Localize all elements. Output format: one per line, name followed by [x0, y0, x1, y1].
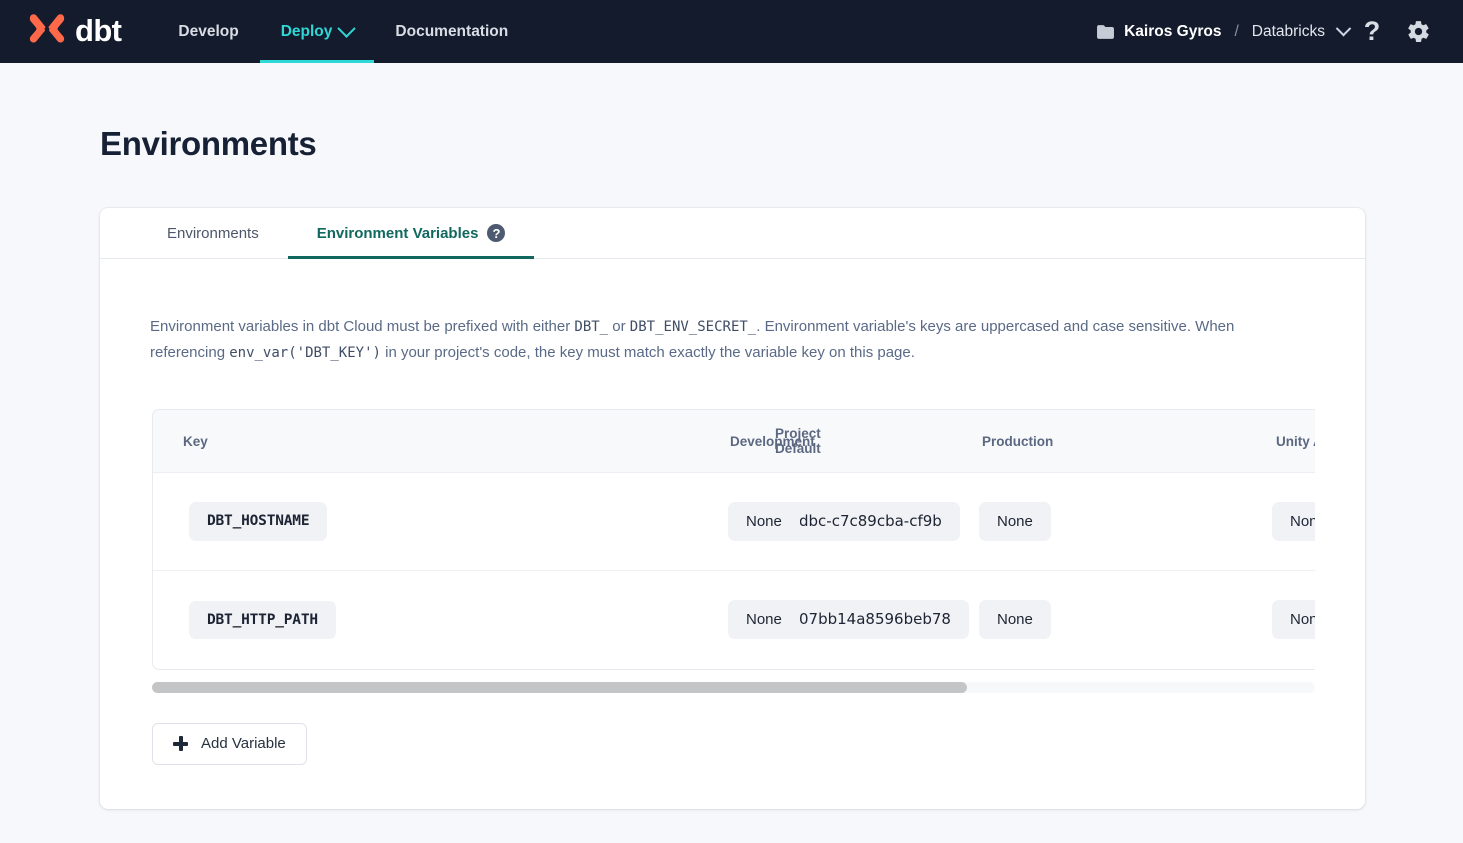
card-tabs: Environments Environment Variables ? — [100, 208, 1365, 259]
unity-acc-value[interactable]: None — [1272, 502, 1315, 541]
cell-unity-acc: None — [1213, 571, 1315, 669]
page-content: Environments Environments Environment Va… — [0, 125, 1463, 809]
blurb-part-1: Environment variables in dbt Cloud must … — [150, 318, 575, 335]
development-value[interactable]: None — [728, 502, 800, 541]
gear-icon — [1407, 21, 1429, 42]
cell-production: None — [961, 472, 1213, 571]
cell-project-default: dbc-c7c89cba-cf9b — [463, 472, 960, 571]
column-header-development: Development — [711, 410, 961, 473]
dbt-wordmark: dbt — [75, 13, 122, 48]
nav-item-documentation-label: Documentation — [395, 22, 509, 40]
production-value[interactable]: None — [979, 502, 1051, 541]
settings-button[interactable] — [1395, 9, 1441, 55]
column-header-project-default: Project Default — [463, 410, 821, 473]
blurb-code-dbt-env-secret-prefix: DBT_ENV_SECRET_ — [629, 319, 757, 335]
nav-item-develop[interactable]: Develop — [157, 0, 259, 63]
table-horizontal-scrollbar[interactable] — [152, 681, 1315, 693]
env-var-description: Environment variables in dbt Cloud must … — [100, 314, 1315, 366]
top-bar-right: Kairos Gyros / Databricks ? — [1096, 9, 1441, 55]
tab-environments[interactable]: Environments — [138, 208, 288, 258]
plus-icon — [173, 736, 188, 751]
nav-item-deploy[interactable]: Deploy — [259, 0, 375, 63]
blurb-code-env-var: env_var('DBT_KEY') — [229, 345, 381, 361]
page-title: Environments — [100, 125, 317, 162]
nav-item-deploy-label: Deploy — [280, 22, 333, 40]
project-name: Databricks — [1251, 22, 1325, 40]
dbt-x-logo-icon — [29, 13, 65, 43]
environments-card: Environments Environment Variables ? Env… — [100, 208, 1365, 809]
blurb-part-4: in your project's code, the key must mat… — [380, 344, 915, 361]
env-vars-table-viewport: Key Project Default Development Producti… — [152, 409, 1315, 670]
development-value[interactable]: None — [728, 600, 800, 640]
env-var-key-pill[interactable]: DBT_HTTP_PATH — [189, 600, 336, 639]
column-header-unity-acc: Unity ACC — [1213, 410, 1315, 473]
organization-name: Kairos Gyros — [1124, 22, 1222, 40]
cell-unity-acc: None — [1213, 472, 1315, 571]
help-button[interactable]: ? — [1349, 9, 1395, 55]
env-var-key-pill[interactable]: DBT_HOSTNAME — [189, 502, 328, 541]
table-row[interactable]: DBT_HTTP_PATH 07bb14a8596beb78 None None… — [153, 571, 1315, 669]
account-project-switcher[interactable]: Kairos Gyros / Databricks — [1096, 20, 1352, 41]
scrollbar-thumb[interactable] — [152, 681, 967, 693]
tab-environment-variables-label: Environment Variables — [316, 224, 479, 242]
blurb-part-2: or — [608, 318, 630, 335]
table-row[interactable]: DBT_HOSTNAME dbc-c7c89cba-cf9b None None… — [153, 472, 1315, 571]
env-vars-table-card: Key Project Default Development Producti… — [152, 409, 1315, 670]
cell-production: None — [961, 571, 1213, 669]
column-header-production: Production — [961, 410, 1213, 473]
tab-environment-variables[interactable]: Environment Variables ? — [287, 208, 535, 259]
table-header-row: Key Project Default Development Producti… — [153, 410, 1315, 473]
nav-item-develop-label: Develop — [178, 22, 239, 40]
blurb-part-3: . Environment variable's keys are upperc… — [150, 318, 1235, 361]
add-variable-button[interactable]: Add Variable — [152, 722, 307, 765]
env-vars-table: Key Project Default Development Producti… — [153, 410, 1315, 669]
cell-key: DBT_HOSTNAME — [153, 472, 463, 571]
chevron-down-icon — [337, 19, 357, 38]
production-value[interactable]: None — [979, 600, 1051, 640]
context-separator: / — [1234, 22, 1239, 40]
table-body: DBT_HOSTNAME dbc-c7c89cba-cf9b None None… — [153, 472, 1315, 669]
project-default-value[interactable]: dbc-c7c89cba-cf9b — [781, 502, 960, 541]
question-mark-icon: ? — [1363, 16, 1381, 46]
card-body: Environment variables in dbt Cloud must … — [100, 259, 1365, 809]
top-navigation-bar: dbt Develop Deploy Documentation Kairos … — [0, 0, 1463, 63]
cell-development: None — [711, 571, 961, 669]
help-circle-icon[interactable]: ? — [487, 224, 506, 242]
cell-key: DBT_HTTP_PATH — [153, 571, 463, 669]
unity-acc-value[interactable]: None — [1272, 600, 1315, 640]
cell-project-default: 07bb14a8596beb78 — [463, 571, 969, 669]
tab-environments-label: Environments — [167, 224, 259, 242]
primary-nav: Develop Deploy Documentation — [157, 0, 529, 63]
dbt-logo[interactable]: dbt — [26, 12, 122, 52]
folder-icon — [1097, 24, 1115, 39]
project-default-value[interactable]: 07bb14a8596beb78 — [781, 600, 969, 640]
add-variable-label: Add Variable — [201, 735, 286, 752]
table-actions: Add Variable — [100, 693, 1365, 809]
column-header-key: Key — [153, 410, 463, 473]
table-header: Key Project Default Development Producti… — [153, 410, 1315, 473]
blurb-code-dbt-prefix: DBT_ — [574, 319, 609, 335]
nav-item-documentation[interactable]: Documentation — [374, 0, 529, 63]
